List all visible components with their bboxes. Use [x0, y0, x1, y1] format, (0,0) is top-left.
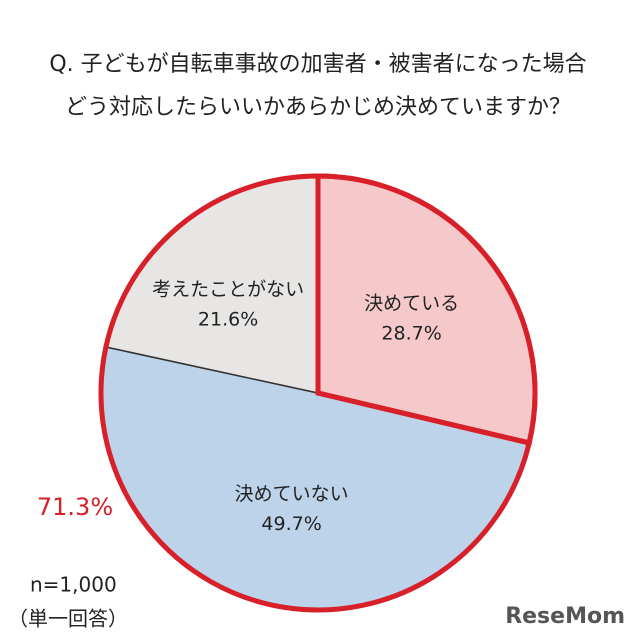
chart-title: Q. 子どもが自転車事故の加害者・被害者になった場合	[49, 52, 586, 77]
group-outline	[98, 173, 533, 613]
slice-value: 28.7%	[381, 322, 441, 344]
slice-value: 21.6%	[198, 309, 258, 331]
chart-title: どう対応したらいいかあらかじめ決めていますか？	[65, 95, 571, 120]
group-total-label: 71.3%	[37, 493, 113, 521]
slice-label: 考えたことがない	[152, 279, 304, 301]
watermark: ReseMom	[505, 604, 625, 629]
slice-value: 49.7%	[261, 513, 321, 535]
answer-type: （単一回答）	[8, 607, 128, 631]
slice-label: 決めていない	[235, 483, 349, 505]
sample-size: n=1,000	[30, 573, 117, 597]
slice-label: 決めている	[364, 292, 459, 314]
pie-slice-outline	[315, 173, 538, 447]
